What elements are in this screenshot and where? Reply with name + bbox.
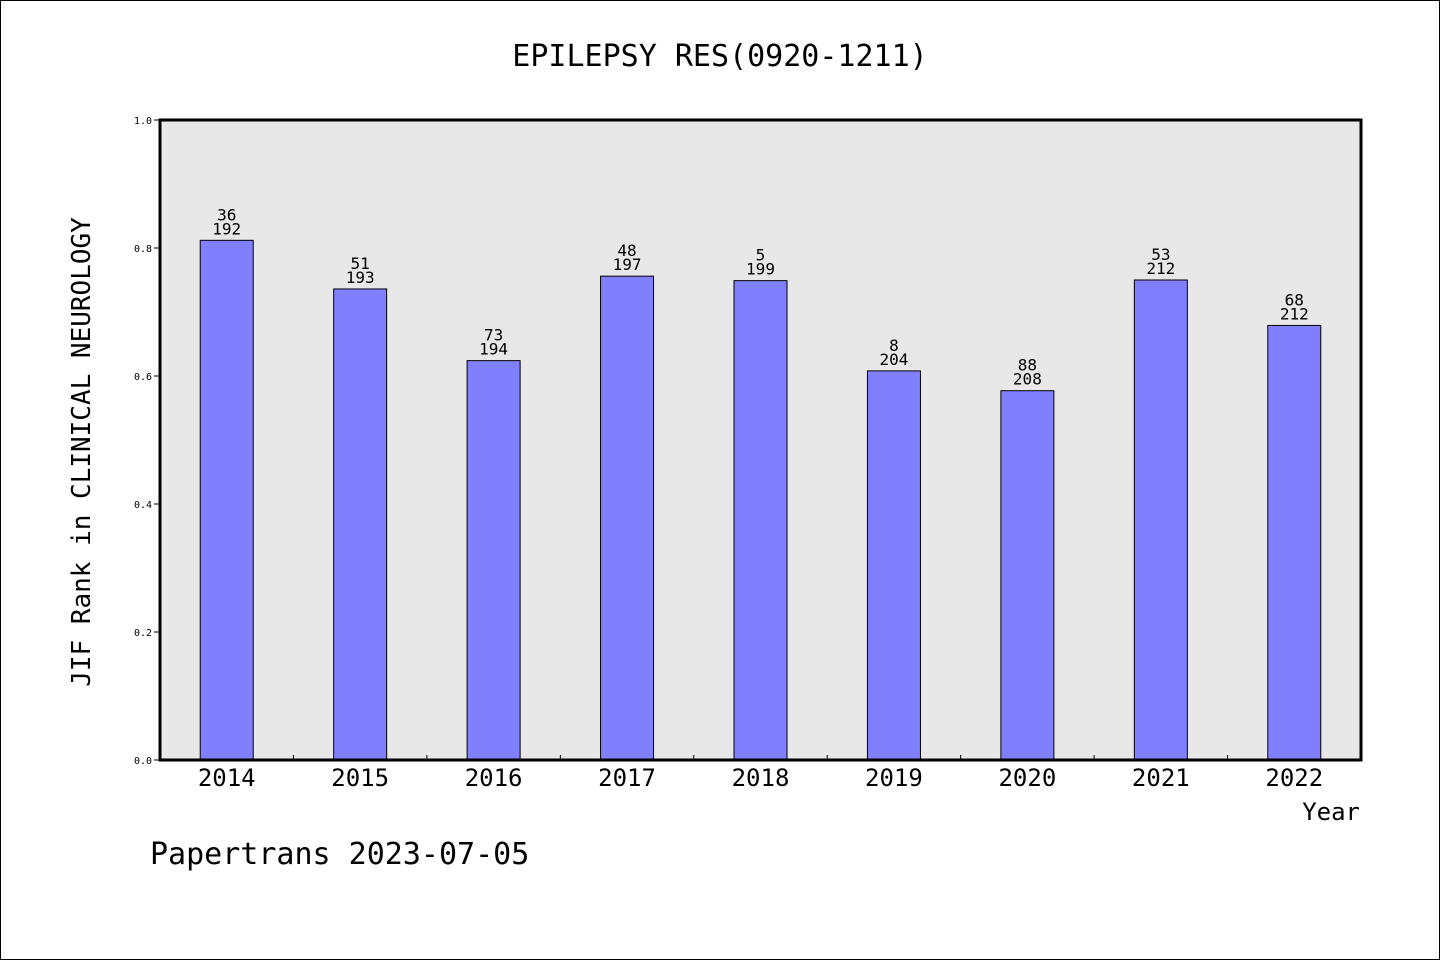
y-tick-label: 0.0: [134, 756, 152, 767]
data-label-total: 193: [346, 268, 375, 287]
data-label-rank: 48: [617, 241, 636, 260]
data-label-rank: 68: [1285, 290, 1304, 309]
x-tick-label: 2016: [465, 764, 523, 792]
footer-text: Papertrans 2023-07-05: [150, 837, 529, 872]
data-label-total: 204: [879, 350, 908, 369]
x-tick-label: 2015: [331, 764, 389, 792]
data-label-total: 194: [479, 340, 508, 359]
y-tick-label: 0.2: [134, 628, 152, 639]
data-label-total: 212: [1280, 304, 1309, 323]
y-axis-label: JIF Rank in CLINICAL NEUROLOGY: [67, 217, 97, 687]
data-label-total: 199: [746, 260, 775, 279]
bar-2021: [1133, 279, 1188, 761]
y-axis-ticks: 0.0 0.2 0.4 0.6 0.8 1.0: [134, 116, 160, 767]
y-tick-label: 0.4: [134, 500, 152, 511]
x-tick-label: 2020: [998, 764, 1056, 792]
data-label-total: 192: [212, 219, 241, 238]
data-label-total: 208: [1013, 370, 1042, 389]
data-label-rank: 8: [889, 336, 899, 355]
y-tick-label: 0.6: [134, 372, 152, 383]
y-tick-label: 1.0: [134, 116, 152, 127]
x-tick-label: 2017: [598, 764, 656, 792]
bars-group: [199, 239, 1322, 761]
bar-2020: [1000, 390, 1055, 761]
data-label-total: 212: [1146, 259, 1175, 278]
y-tick-label: 0.8: [134, 244, 152, 255]
bar-2017: [600, 275, 655, 761]
x-axis-label: Year: [1302, 798, 1360, 826]
x-tick-label: 2019: [865, 764, 923, 792]
x-tick-label: 2021: [1132, 764, 1190, 792]
x-tick-label: 2014: [198, 764, 256, 792]
bar-2018: [733, 280, 788, 761]
bar-2015: [333, 288, 388, 761]
data-label-rank: 51: [351, 254, 370, 273]
data-label-rank: 88: [1018, 356, 1037, 375]
data-label-rank: 53: [1151, 245, 1170, 264]
x-axis-ticks: 2014 2015 2016 2017 2018 2019 2020 2021 2022: [198, 755, 1323, 792]
data-label-total: 197: [613, 255, 642, 274]
data-label-rank: 5: [756, 246, 766, 265]
data-label-rank: 73: [484, 326, 503, 345]
plot-border: [158, 118, 1363, 762]
bar-2014: [199, 239, 254, 761]
data-label-rank: 36: [217, 205, 236, 224]
x-tick-label: 2022: [1265, 764, 1323, 792]
bar-2016: [466, 360, 521, 761]
x-tick-label: 2018: [732, 764, 790, 792]
bar-2019: [866, 370, 921, 761]
chart-title: EPILEPSY RES(0920-1211): [512, 39, 927, 74]
bar-2022: [1267, 324, 1322, 761]
